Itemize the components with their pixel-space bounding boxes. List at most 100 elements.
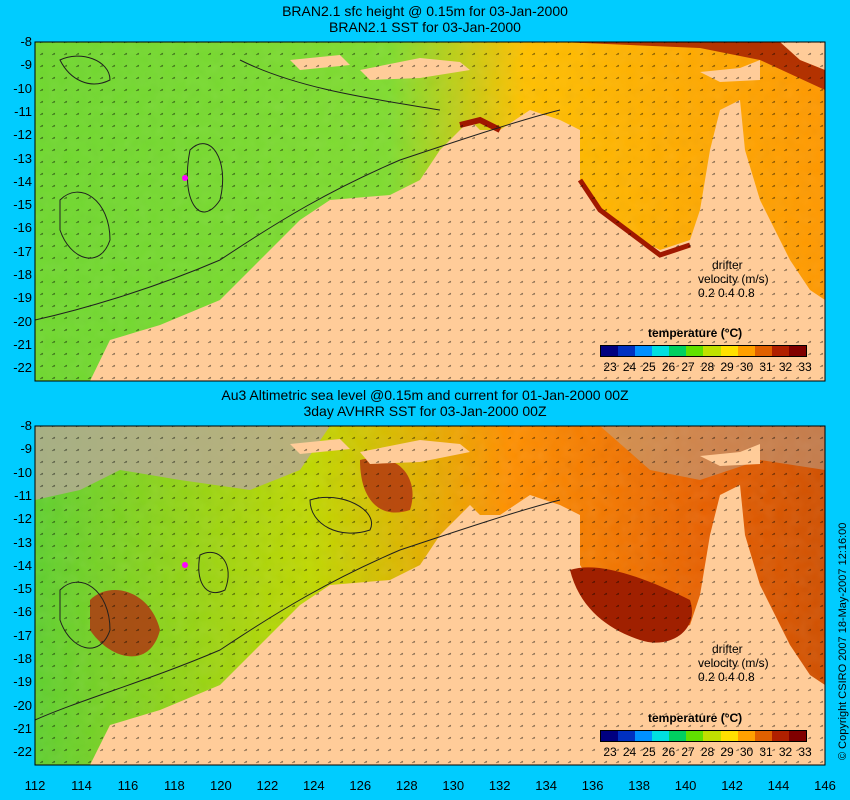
colorbar-swatch <box>652 346 670 356</box>
bottom-velocity-label: velocity (m/s) <box>698 656 769 670</box>
colorbar-swatch <box>652 731 670 741</box>
top-y-tick-label: -13 <box>13 150 32 166</box>
colorbar-tick-label: 31 <box>759 360 773 374</box>
copyright-text: © Copyright CSIRO 2007 18-May-2007 12:16… <box>837 522 849 760</box>
colorbar-tick-label: 29 <box>720 360 734 374</box>
colorbar-tick-label: 30 <box>739 745 754 759</box>
colorbar-swatch <box>771 346 789 356</box>
colorbar-tick-label: 32 <box>778 745 793 759</box>
colorbar-tick-label: 25 <box>642 745 656 759</box>
x-tick-label: 122 <box>256 778 279 793</box>
x-tick-label: 142 <box>721 778 743 793</box>
colorbar-tick-label: 26 <box>661 360 676 374</box>
top-y-tick-label: -14 <box>13 173 32 189</box>
top-y-tick-label: -21 <box>13 336 32 352</box>
colorbar-tick-label: 33 <box>798 745 812 759</box>
top-y-tick-label: -19 <box>13 290 32 306</box>
colorbar-swatch <box>754 731 772 741</box>
top-drifter-label: drifter <box>712 258 743 272</box>
colorbar-tick-label: 24 <box>622 360 637 374</box>
top-y-tick-label: -11 <box>14 103 32 119</box>
top-y-tick-label: -18 <box>13 267 32 282</box>
x-tick-label: 134 <box>535 778 557 793</box>
top-map <box>34 41 826 382</box>
colorbar-swatch <box>703 346 721 356</box>
colorbar-swatch <box>618 346 636 356</box>
bottom-drifter-label: drifter <box>712 642 743 656</box>
bottom-y-tick-label: -22 <box>13 744 32 760</box>
bottom-y-tick-label: -19 <box>13 674 32 690</box>
bottom-y-tick-label: -8 <box>20 418 32 433</box>
x-tick-label: 136 <box>581 778 604 793</box>
top-colorbar-title: temperature (°C) <box>648 326 743 340</box>
x-tick-label: 120 <box>210 778 232 793</box>
top-velocity-scale: 0.2 0.4 0.8 <box>698 286 755 300</box>
bottom-y-tick-label: -17 <box>13 627 32 643</box>
bottom-y-tick-label: -20 <box>13 697 32 713</box>
colorbar-tick-label: 24 <box>622 745 637 759</box>
x-tick-label: 114 <box>71 778 92 793</box>
x-tick-label: 144 <box>767 778 790 793</box>
colorbar-swatch <box>618 731 636 741</box>
colorbar-swatch <box>771 731 789 741</box>
colorbar-swatch <box>635 346 653 356</box>
bottom-colorbar <box>600 730 807 742</box>
colorbar-swatch <box>754 346 772 356</box>
colorbar-swatch <box>737 346 755 356</box>
colorbar-swatch <box>703 731 721 741</box>
top-drifter-point <box>182 175 188 181</box>
bottom-colorbar-title: temperature (°C) <box>648 711 743 725</box>
colorbar-tick-label: 31 <box>759 745 773 759</box>
top-y-tick-label: -16 <box>13 220 32 236</box>
top-y-tick-label: -12 <box>13 127 32 143</box>
colorbar-swatch <box>686 346 704 356</box>
colorbar-tick-label: 26 <box>661 745 676 759</box>
colorbar-swatch <box>788 731 806 741</box>
colorbar-tick-label: 32 <box>778 360 793 374</box>
bottom-y-tick-label: -13 <box>13 534 32 550</box>
x-tick-label: 116 <box>117 778 139 793</box>
bottom-y-tick-label: -12 <box>13 511 32 527</box>
bottom-drifter-point <box>182 562 188 568</box>
colorbar-swatch <box>720 346 738 356</box>
top-y-tick-label: -20 <box>13 313 32 329</box>
bottom-title-line1: Au3 Altimetric sea level @0.15m and curr… <box>221 387 629 403</box>
colorbar-tick-label: 28 <box>700 360 715 374</box>
colorbar-tick-label: 25 <box>642 360 656 374</box>
x-tick-label: 138 <box>628 778 650 793</box>
top-y-tick-label: -9 <box>20 57 32 73</box>
bottom-y-tick-label: -10 <box>13 464 32 480</box>
x-tick-label: 126 <box>349 778 372 793</box>
colorbar-tick-label: 30 <box>739 360 754 374</box>
colorbar-tick-label: 33 <box>798 360 812 374</box>
x-tick-label: 128 <box>395 778 418 793</box>
x-tick-label: 140 <box>674 778 697 793</box>
colorbar-swatch <box>601 731 619 741</box>
x-tick-label: 146 <box>814 778 836 793</box>
bottom-title-line2: 3day AVHRR SST for 03-Jan-2000 00Z <box>303 403 547 419</box>
colorbar-swatch <box>601 346 619 356</box>
colorbar-swatch <box>635 731 653 741</box>
bottom-y-tick-label: -16 <box>13 604 32 620</box>
colorbar-swatch <box>669 346 687 356</box>
colorbar-tick-label: 23 <box>603 745 617 759</box>
top-title-line1: BRAN2.1 sfc height @ 0.15m for 03-Jan-20… <box>282 3 568 19</box>
x-tick-label: 112 <box>24 778 46 793</box>
x-tick-label: 130 <box>442 778 465 793</box>
bottom-y-tick-label: -15 <box>13 581 32 597</box>
top-title-line2: BRAN2.1 SST for 03-Jan-2000 <box>329 19 521 35</box>
bottom-y-tick-label: -9 <box>20 441 32 457</box>
top-y-tick-label: -22 <box>13 360 32 376</box>
colorbar-swatch <box>720 731 738 741</box>
top-y-tick-label: -15 <box>13 197 32 213</box>
bottom-velocity-scale: 0.2 0.4 0.8 <box>698 670 755 684</box>
bottom-map <box>34 425 826 766</box>
colorbar-swatch <box>686 731 704 741</box>
colorbar-tick-label: 27 <box>681 745 695 759</box>
colorbar-swatch <box>788 346 806 356</box>
bottom-y-tick-label: -21 <box>13 720 32 736</box>
colorbar-tick-label: 29 <box>720 745 734 759</box>
top-velocity-label: velocity (m/s) <box>698 272 769 286</box>
bottom-y-tick-label: -14 <box>13 557 32 573</box>
